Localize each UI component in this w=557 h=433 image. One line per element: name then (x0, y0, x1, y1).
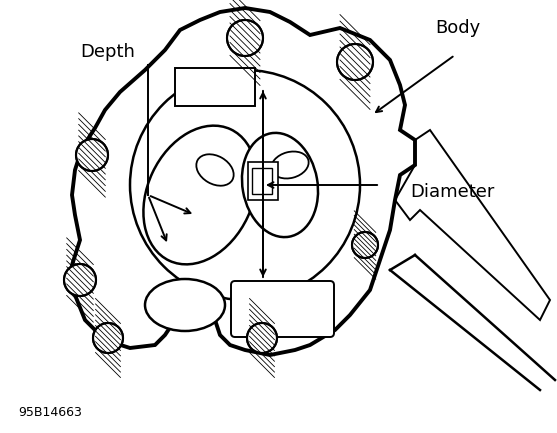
Text: 95B14663: 95B14663 (18, 405, 82, 419)
Bar (248, 162, 278, 200)
Circle shape (64, 264, 96, 296)
Ellipse shape (145, 279, 225, 331)
FancyBboxPatch shape (231, 281, 334, 337)
Circle shape (337, 44, 373, 80)
Circle shape (76, 139, 108, 171)
Circle shape (93, 323, 123, 353)
Ellipse shape (196, 154, 234, 186)
Text: Depth: Depth (80, 43, 135, 61)
Ellipse shape (271, 152, 309, 178)
Ellipse shape (143, 126, 257, 265)
Polygon shape (395, 130, 550, 320)
Bar (175, 68, 255, 106)
Text: Diameter: Diameter (410, 183, 495, 201)
Polygon shape (72, 8, 415, 355)
Circle shape (352, 232, 378, 258)
Circle shape (130, 70, 360, 300)
Ellipse shape (242, 133, 318, 237)
Circle shape (247, 323, 277, 353)
Circle shape (227, 20, 263, 56)
Text: Body: Body (435, 19, 480, 37)
Bar (252, 168, 272, 194)
